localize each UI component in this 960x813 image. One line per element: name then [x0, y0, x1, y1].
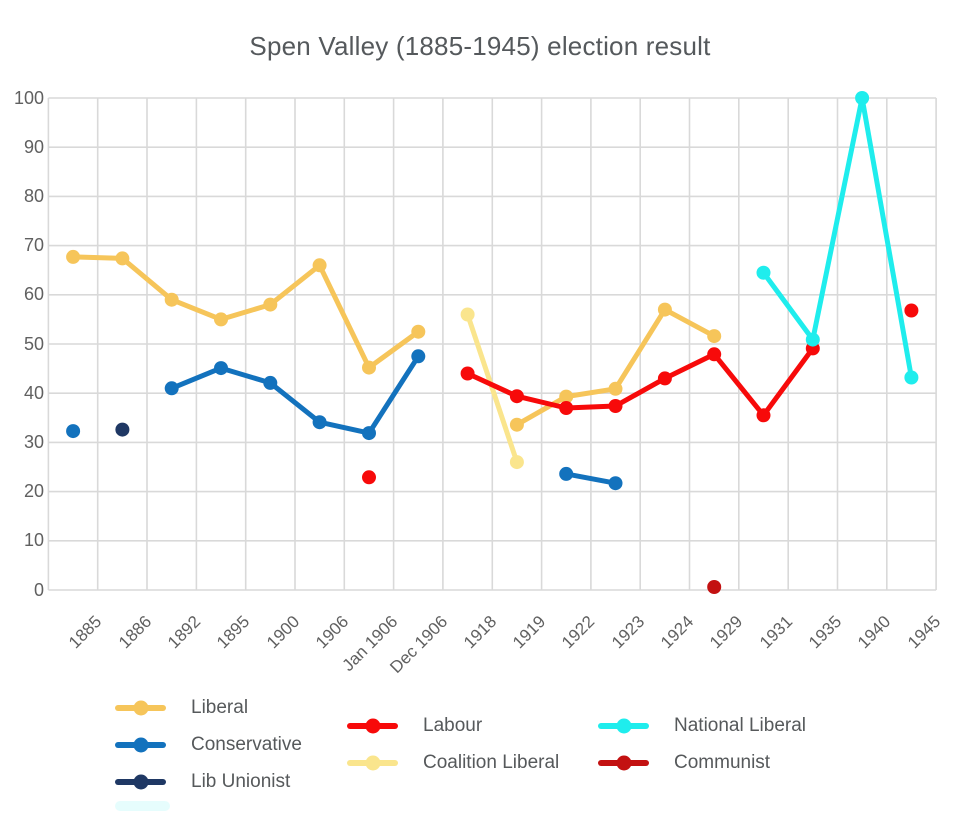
legend-dot-icon [133, 737, 148, 752]
data-point-liberal [411, 324, 426, 339]
legend-label: National Liberal [674, 714, 807, 736]
data-point-conservative [312, 415, 327, 430]
data-point-labour [904, 303, 919, 318]
legend-column: National Liberal Communist [598, 707, 806, 781]
data-point-labour [608, 399, 623, 413]
series-communist [707, 580, 722, 594]
series-lib-unionist [115, 422, 130, 437]
data-point-coalition-liberal [460, 307, 475, 322]
data-point-communist [707, 580, 722, 594]
legend-marker-lib-unionist-icon [115, 774, 166, 789]
legend-marker-coalition-liberal-icon [347, 755, 398, 770]
data-point-labour [559, 401, 574, 415]
data-point-liberal [164, 292, 179, 307]
legend-dot-icon [133, 700, 148, 715]
series-line-conservative [563, 471, 618, 486]
legend-artifact [115, 801, 170, 811]
data-point-national-liberal [756, 265, 771, 280]
series-liberal [66, 249, 722, 432]
legend-label: Communist [674, 751, 771, 773]
legend-item-communist[interactable]: Communist [598, 744, 806, 781]
data-point-liberal [559, 389, 574, 404]
data-point-national-liberal [855, 91, 870, 105]
data-point-conservative [608, 476, 623, 491]
legend-column: Liberal Conservative Lib Unionist [115, 689, 302, 800]
legend-item-conservative[interactable]: Conservative [115, 726, 302, 763]
series-line-liberal [70, 254, 421, 371]
data-point-liberal [263, 297, 278, 312]
series-line-coalition-liberal [465, 312, 520, 465]
legend-label: Lib Unionist [191, 770, 291, 792]
legend-dot-icon [616, 718, 631, 733]
y-tick-label: 60 [23, 284, 44, 305]
data-point-coalition-liberal [509, 455, 524, 470]
legend-item-national-liberal[interactable]: National Liberal [598, 707, 806, 744]
series-national-liberal [756, 91, 919, 385]
data-point-liberal [214, 312, 228, 327]
data-point-liberal [509, 417, 524, 432]
legend-label: Conservative [191, 733, 302, 755]
data-point-labour [509, 389, 524, 404]
legend-dot-icon [365, 718, 380, 733]
legend-marker-communist-icon [598, 755, 649, 770]
data-point-labour [707, 347, 722, 362]
series-coalition-liberal [460, 307, 524, 470]
y-tick-label: 100 [13, 87, 44, 108]
data-point-labour [362, 470, 376, 485]
plot-area [47, 91, 937, 594]
legend-label: Liberal [191, 696, 249, 718]
data-point-conservative [559, 466, 574, 481]
legend-marker-liberal-icon [115, 700, 166, 715]
data-point-labour [460, 366, 475, 381]
legend-label: Labour [423, 714, 483, 736]
data-point-liberal [657, 302, 672, 317]
legend-column: Labour Coalition Liberal [347, 707, 559, 781]
y-tick-label: 0 [33, 579, 44, 600]
data-point-labour [657, 371, 672, 386]
data-point-conservative [263, 375, 278, 390]
data-point-liberal [312, 258, 327, 273]
legend-item-liberal[interactable]: Liberal [115, 689, 302, 726]
legend-marker-conservative-icon [115, 737, 166, 752]
legend-item-coalition-liberal[interactable]: Coalition Liberal [347, 744, 559, 781]
gridlines [47, 97, 937, 591]
legend-dot-icon [365, 755, 380, 770]
legend-marker-national-liberal-icon [598, 718, 649, 733]
data-point-conservative [66, 424, 81, 439]
series-line-labour [465, 345, 816, 418]
data-point-labour [756, 408, 771, 423]
legend-dot-icon [133, 774, 148, 789]
data-point-conservative [214, 361, 228, 376]
series-labour [362, 303, 919, 485]
data-point-liberal [608, 381, 623, 396]
y-tick-label: 70 [23, 235, 44, 256]
legend-item-labour[interactable]: Labour [347, 707, 559, 744]
data-point-conservative [362, 426, 376, 441]
data-point-national-liberal [904, 370, 919, 385]
y-tick-label: 50 [23, 333, 44, 354]
data-point-conservative [164, 381, 179, 396]
data-point-liberal [362, 360, 376, 375]
y-tick-label: 80 [23, 185, 44, 206]
data-point-liberal [707, 329, 722, 344]
y-tick-label: 20 [23, 481, 44, 502]
data-point-liberal [66, 249, 81, 264]
legend-dot-icon [616, 755, 631, 770]
series-conservative [66, 349, 623, 491]
data-point-lib-unionist [115, 422, 130, 437]
data-point-national-liberal [805, 332, 820, 347]
series-line-national-liberal [761, 95, 914, 380]
legend-marker-labour-icon [347, 718, 398, 733]
y-tick-label: 40 [23, 382, 44, 403]
data-point-conservative [411, 349, 426, 364]
legend-label: Coalition Liberal [423, 751, 560, 773]
data-point-liberal [115, 251, 130, 266]
y-tick-label: 10 [23, 530, 44, 551]
legend-item-lib-unionist[interactable]: Lib Unionist [115, 763, 302, 800]
y-tick-label: 90 [23, 136, 44, 157]
y-tick-label: 30 [23, 431, 44, 452]
series-line-conservative [169, 353, 421, 436]
page-title: Spen Valley (1885-1945) election result [249, 31, 711, 61]
